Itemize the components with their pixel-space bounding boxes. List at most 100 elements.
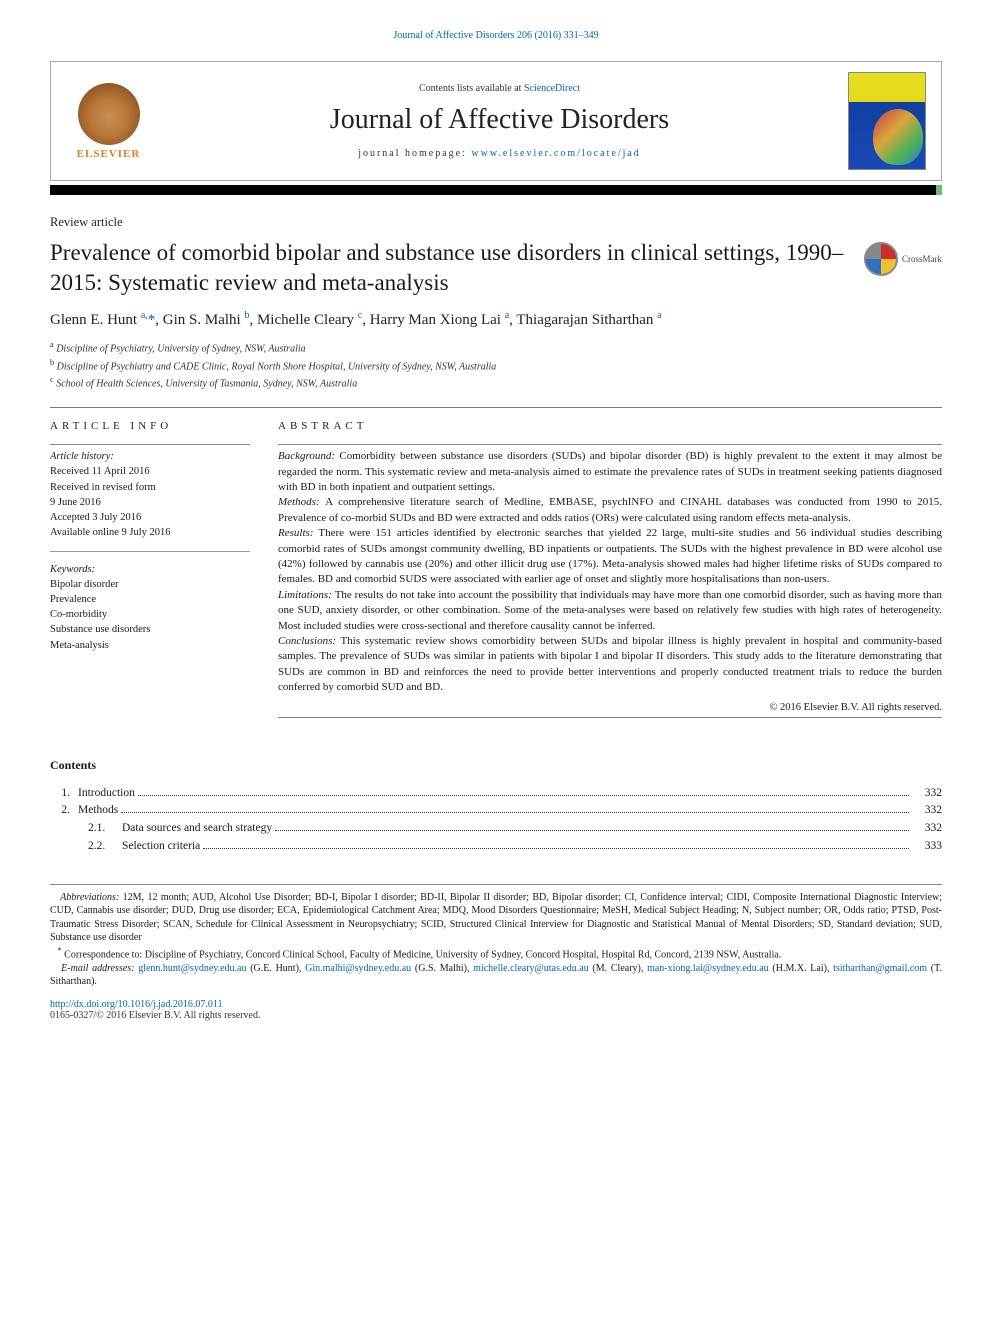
contents-prefix: Contents lists available at [419,83,524,94]
toc-number: 2. [50,802,78,820]
divider [50,407,942,408]
doi-link[interactable]: http://dx.doi.org/10.1016/j.jad.2016.07.… [50,999,223,1010]
elsevier-tree-icon [78,83,140,145]
email-link[interactable]: man-xiong.lai@sydney.edu.au [647,963,769,974]
abstract-paragraph: Limitations: The results do not take int… [278,588,942,634]
issn-copyright-line: 0165-0327/© 2016 Elsevier B.V. All right… [50,1010,942,1021]
abstract-section-text: There were 151 articles identified by el… [278,527,942,585]
toc-row[interactable]: 2.Methods 332 [50,802,942,820]
abstract-paragraph: Conclusions: This systematic review show… [278,634,942,696]
affiliation-line: c School of Health Sciences, University … [50,374,942,391]
publisher-name: ELSEVIER [77,148,141,160]
running-head-link[interactable]: Journal of Affective Disorders 206 (2016… [393,30,598,41]
keyword: Prevalence [50,592,250,607]
crossmark-widget[interactable]: CrossMark [864,242,942,276]
divider [278,717,942,718]
keyword: Substance use disorders [50,622,250,637]
crossmark-icon [864,242,898,276]
abstract-section-label: Methods: [278,496,325,508]
journal-banner: ELSEVIER Contents lists available at Sci… [50,61,942,181]
divider [278,444,942,445]
email-author: (G.S. Malhi) [411,963,467,974]
email-link[interactable]: tsitharthan@gmail.com [833,963,927,974]
toc-subnumber: 2.1. [88,820,122,838]
journal-homepage-line: journal homepage: www.elsevier.com/locat… [151,148,848,159]
abstract-section-text: Comorbidity between substance use disord… [278,450,942,493]
toc-number: 1. [50,785,78,803]
abstract-section-label: Background: [278,450,339,462]
abbrev-label: Abbreviations: [60,892,119,903]
toc-label: Methods [78,802,118,820]
abstract-paragraph: Results: There were 151 articles identif… [278,526,942,588]
corr-text: Correspondence to: Discipline of Psychia… [64,949,781,960]
contents-heading: Contents [50,758,942,773]
homepage-prefix: journal homepage: [358,148,471,159]
correspondence-footnote: * Correspondence to: Discipline of Psych… [50,945,942,962]
history-line: Received 11 April 2016 [50,464,250,479]
cover-art-icon [873,109,923,165]
abstract-heading: ABSTRACT [278,420,942,432]
toc-page: 332 [912,802,942,820]
toc-leader-dots [203,839,909,849]
contents-lists-line: Contents lists available at ScienceDirec… [151,83,848,94]
article-info-heading: ARTICLE INFO [50,420,250,432]
article-history: Article history: Received 11 April 2016R… [50,449,250,551]
toc-page: 332 [912,820,942,838]
history-line: Available online 9 July 2016 [50,525,250,540]
table-of-contents: 1.Introduction3322.Methods3322.1.Data so… [50,785,942,856]
email-author: (H.M.X. Lai) [769,963,827,974]
crossmark-label: CrossMark [902,254,942,264]
toc-subnumber: 2.2. [88,838,122,856]
author-list: Glenn E. Hunt a,*, Gin S. Malhi b, Miche… [50,308,942,332]
abstract-body: Background: Comorbidity between substanc… [278,449,942,695]
publisher-logo-block: ELSEVIER [66,83,151,160]
history-line: Accepted 3 July 2016 [50,510,250,525]
abstract-section-text: A comprehensive literature search of Med… [278,496,942,523]
toc-row[interactable]: 2.2.Selection criteria 333 [50,838,942,856]
footnotes: Abbreviations: 12M, 12 month; AUD, Alcoh… [50,884,942,989]
abstract-paragraph: Methods: A comprehensive literature sear… [278,495,942,526]
abstract-copyright: © 2016 Elsevier B.V. All rights reserved… [278,702,942,713]
toc-leader-dots [138,785,909,795]
abstract-paragraph: Background: Comorbidity between substanc… [278,449,942,495]
toc-page: 332 [912,785,942,803]
email-link[interactable]: Gin.malhi@sydney.edu.au [305,963,411,974]
email-link[interactable]: michelle.cleary@utas.edu.au [473,963,589,974]
abstract-section-text: The results do not take into account the… [278,589,942,632]
article-type: Review article [50,215,942,230]
toc-page: 333 [912,838,942,856]
abstract-section-label: Conclusions: [278,635,341,647]
history-line: Received in revised form [50,480,250,495]
toc-row[interactable]: 1.Introduction 332 [50,785,942,803]
toc-label: Introduction [78,785,135,803]
divider [50,444,250,445]
abstract-section-label: Results: [278,527,318,539]
toc-row[interactable]: 2.1.Data sources and search strategy 332 [50,820,942,838]
keyword: Meta-analysis [50,638,250,653]
keyword: Bipolar disorder [50,577,250,592]
doi-line: http://dx.doi.org/10.1016/j.jad.2016.07.… [50,999,942,1010]
keyword: Co-morbidity [50,607,250,622]
abstract-section-text: This systematic review shows comorbidity… [278,635,942,693]
homepage-link[interactable]: www.elsevier.com/locate/jad [471,148,640,159]
journal-cover-thumbnail [848,72,926,170]
affiliations: a Discipline of Psychiatry, University o… [50,339,942,391]
journal-name: Journal of Affective Disorders [151,104,848,136]
banner-bottom-bar [50,185,942,195]
toc-label: Data sources and search strategy [122,820,272,838]
email-footnote: E-mail addresses: glenn.hunt@sydney.edu.… [50,962,942,989]
email-author: (M. Cleary) [589,963,641,974]
abstract-section-label: Limitations: [278,589,335,601]
toc-label: Selection criteria [122,838,200,856]
email-link[interactable]: glenn.hunt@sydney.edu.au [138,963,246,974]
email-author: (G.E. Hunt) [246,963,298,974]
toc-leader-dots [275,821,909,831]
running-head: Journal of Affective Disorders 206 (2016… [50,30,942,41]
abbrev-text: 12M, 12 month; AUD, Alcohol Use Disorder… [50,892,942,944]
sciencedirect-link[interactable]: ScienceDirect [524,83,580,94]
keywords-block: Keywords: Bipolar disorderPrevalenceCo-m… [50,562,250,653]
abbreviations-footnote: Abbreviations: 12M, 12 month; AUD, Alcoh… [50,891,942,945]
email-label: E-mail addresses: [61,963,134,974]
article-title: Prevalence of comorbid bipolar and subst… [50,238,849,298]
affiliation-line: a Discipline of Psychiatry, University o… [50,339,942,356]
